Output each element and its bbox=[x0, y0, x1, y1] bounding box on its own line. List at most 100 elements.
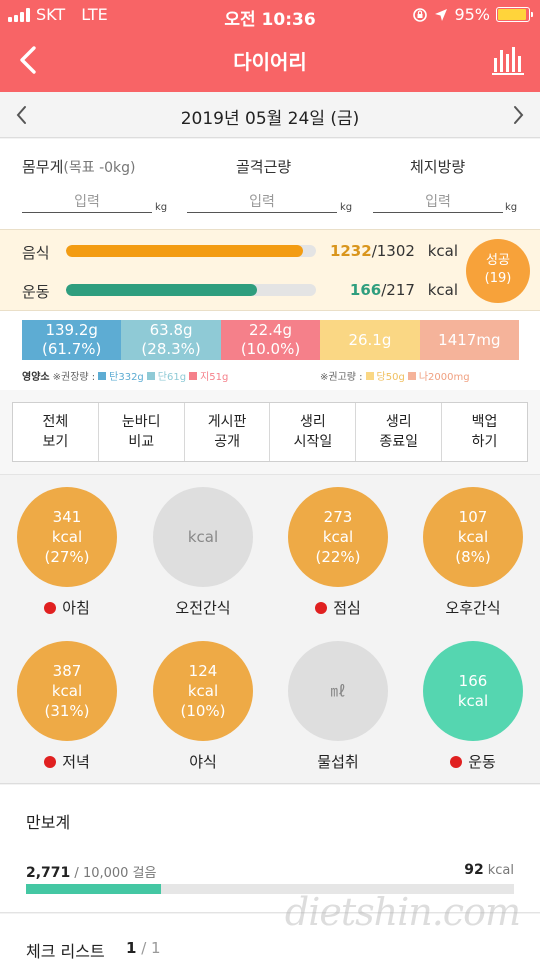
carb-swatch bbox=[98, 371, 107, 380]
network-label: LTE bbox=[81, 5, 108, 24]
muscle-input[interactable]: 입력 bbox=[187, 191, 337, 213]
checklist-total: / 1 bbox=[136, 939, 161, 957]
next-date-button[interactable] bbox=[506, 102, 530, 128]
status-time: 오전 10:36 bbox=[224, 10, 316, 30]
exercise-entry-label: 운동 bbox=[468, 753, 496, 771]
meal-dinner[interactable]: 387 kcal (31%) 저녁 bbox=[7, 641, 127, 772]
sodium-segment: 1417mg bbox=[419, 320, 520, 360]
sugar-value: 26.1g bbox=[348, 330, 392, 349]
meal-breakfast[interactable]: 341 kcal (27%) 아침 bbox=[7, 487, 127, 618]
statistics-button[interactable] bbox=[492, 44, 524, 76]
afternoon-snack-kcal: 107 bbox=[458, 508, 488, 526]
status-bar: SKT LTE 오전 10:36 95% bbox=[0, 0, 540, 30]
exercise-kcal-unit: kcal bbox=[427, 281, 458, 299]
exercise-kcal: 166/217 kcal bbox=[350, 281, 458, 299]
bar-chart-icon bbox=[492, 47, 524, 75]
meal-morning-snack[interactable]: kcal 오전간식 bbox=[143, 487, 263, 618]
success-badge[interactable]: 성공 (19) bbox=[466, 239, 530, 303]
nutrient-bar: 139.2g (61.7%) 63.8g (28.3%) 22.4g (10.0%) … bbox=[22, 320, 520, 360]
exercise-kcal-circle: 166 bbox=[458, 672, 488, 690]
late-snack-unit: kcal bbox=[187, 682, 219, 700]
legend-title: 영양소 bbox=[22, 372, 50, 383]
checklist-title: 체크 리스트 bbox=[26, 942, 105, 960]
lunch-unit: kcal bbox=[322, 528, 354, 546]
afternoon-snack-label: 오후간식 bbox=[445, 599, 501, 617]
body-fat-input[interactable]: 입력 bbox=[373, 191, 503, 213]
protein-pct: (28.3%) bbox=[141, 340, 201, 358]
lunch-kcal: 273 bbox=[323, 508, 353, 526]
weight-input[interactable]: 입력 bbox=[22, 191, 152, 213]
dinner-pct: (31%) bbox=[44, 702, 90, 720]
step-progress-fill bbox=[26, 884, 162, 894]
protein-recommend: 단61g bbox=[157, 372, 187, 383]
backup-button[interactable]: 백업 하기 bbox=[442, 403, 527, 461]
exercise-progress-bar bbox=[66, 284, 316, 296]
period-start-button[interactable]: 생리 시작일 bbox=[270, 403, 357, 461]
exercise-entry[interactable]: 166 kcal 운동 bbox=[413, 641, 533, 772]
period-start-line1: 생리 bbox=[300, 414, 326, 430]
date-navigator: 2019년 05월 24일 (금) bbox=[0, 92, 540, 138]
pedometer-section[interactable]: 만보계 2,771 / 10,000 걸음 92 kcal bbox=[0, 785, 540, 913]
muscle-label: 골격근량 bbox=[236, 158, 292, 176]
board-line2: 공개 bbox=[214, 434, 240, 450]
meal-lunch[interactable]: 273 kcal (22%) 점심 bbox=[278, 487, 398, 618]
protein-segment: 63.8g (28.3%) bbox=[121, 320, 221, 360]
back-button[interactable] bbox=[14, 44, 44, 76]
afternoon-snack-circle: 107 kcal (8%) bbox=[423, 487, 523, 587]
step-goal: / 10,000 걸음 bbox=[70, 866, 157, 881]
board-line1: 게시판 bbox=[207, 414, 247, 430]
previous-date-button[interactable] bbox=[10, 102, 34, 128]
carb-recommend: 탄332g bbox=[109, 372, 144, 383]
carb-segment: 139.2g (61.7%) bbox=[22, 320, 122, 360]
food-kcal: 1232/1302 kcal bbox=[330, 242, 458, 260]
fat-pct: (10.0%) bbox=[240, 340, 301, 358]
carb-pct: (61.7%) bbox=[42, 340, 102, 358]
period-end-button[interactable]: 생리 종료일 bbox=[356, 403, 443, 461]
water-intake[interactable]: ㎖ 물섭취 bbox=[278, 641, 398, 772]
fat-value: 22.4g bbox=[249, 321, 292, 339]
afternoon-snack-unit: kcal bbox=[457, 528, 489, 546]
battery-icon bbox=[496, 7, 533, 22]
exercise-kcal-target: /217 bbox=[381, 281, 415, 299]
recommended-legend: 영양소 ※권장량 : 탄332g 단61g 지51g bbox=[22, 368, 228, 383]
breakfast-pct: (27%) bbox=[44, 548, 90, 566]
dinner-kcal: 387 bbox=[52, 662, 82, 680]
view-all-line2: 보기 bbox=[42, 434, 69, 450]
recorded-dot bbox=[44, 755, 57, 768]
sugar-limit: 당50g bbox=[376, 372, 405, 383]
success-label: 성공 bbox=[486, 253, 510, 268]
current-date[interactable]: 2019년 05월 24일 (금) bbox=[180, 109, 360, 129]
weight-label: 몸무게(목표 -0kg) bbox=[22, 156, 136, 177]
checklist-section[interactable]: 체크 리스트 1 / 1 bbox=[0, 914, 540, 960]
body-fat-unit: kg bbox=[505, 202, 518, 213]
food-kcal-unit: kcal bbox=[427, 242, 458, 260]
status-right: 95% bbox=[412, 5, 533, 24]
exercise-kcal-value: 166 bbox=[349, 281, 382, 299]
battery-percent: 95% bbox=[454, 5, 490, 24]
backup-line2: 하기 bbox=[471, 434, 498, 450]
weight-unit: kg bbox=[155, 202, 168, 213]
water-unit: ㎖ bbox=[330, 682, 346, 700]
meal-grid: 341 kcal (27%) 아침 kcal 오전간식 273 kcal (22%) 점… bbox=[0, 474, 540, 784]
pedometer-title: 만보계 bbox=[26, 813, 71, 832]
eyebody-line1: 눈바디 bbox=[121, 414, 161, 430]
food-kcal-target: /1302 bbox=[371, 242, 415, 260]
view-all-button[interactable]: 전체 보기 bbox=[13, 403, 99, 461]
breakfast-circle: 341 kcal (27%) bbox=[17, 487, 117, 587]
late-snack-label: 야식 bbox=[189, 753, 217, 771]
eyebody-line2: 비교 bbox=[128, 434, 155, 450]
late-snack-kcal: 124 bbox=[188, 662, 218, 680]
lunch-circle: 273 kcal (22%) bbox=[288, 487, 388, 587]
limit-label: ※권고량 : bbox=[320, 372, 363, 383]
meal-afternoon-snack[interactable]: 107 kcal (8%) 오후간식 bbox=[413, 487, 533, 618]
meal-late-snack[interactable]: 124 kcal (10%) 야식 bbox=[143, 641, 263, 772]
location-icon bbox=[435, 8, 448, 21]
food-progress-fill bbox=[66, 245, 303, 257]
exercise-unit-circle: kcal bbox=[457, 692, 489, 710]
checklist-done: 1 bbox=[126, 939, 137, 957]
breakfast-unit: kcal bbox=[51, 528, 83, 546]
dinner-unit: kcal bbox=[51, 682, 83, 700]
